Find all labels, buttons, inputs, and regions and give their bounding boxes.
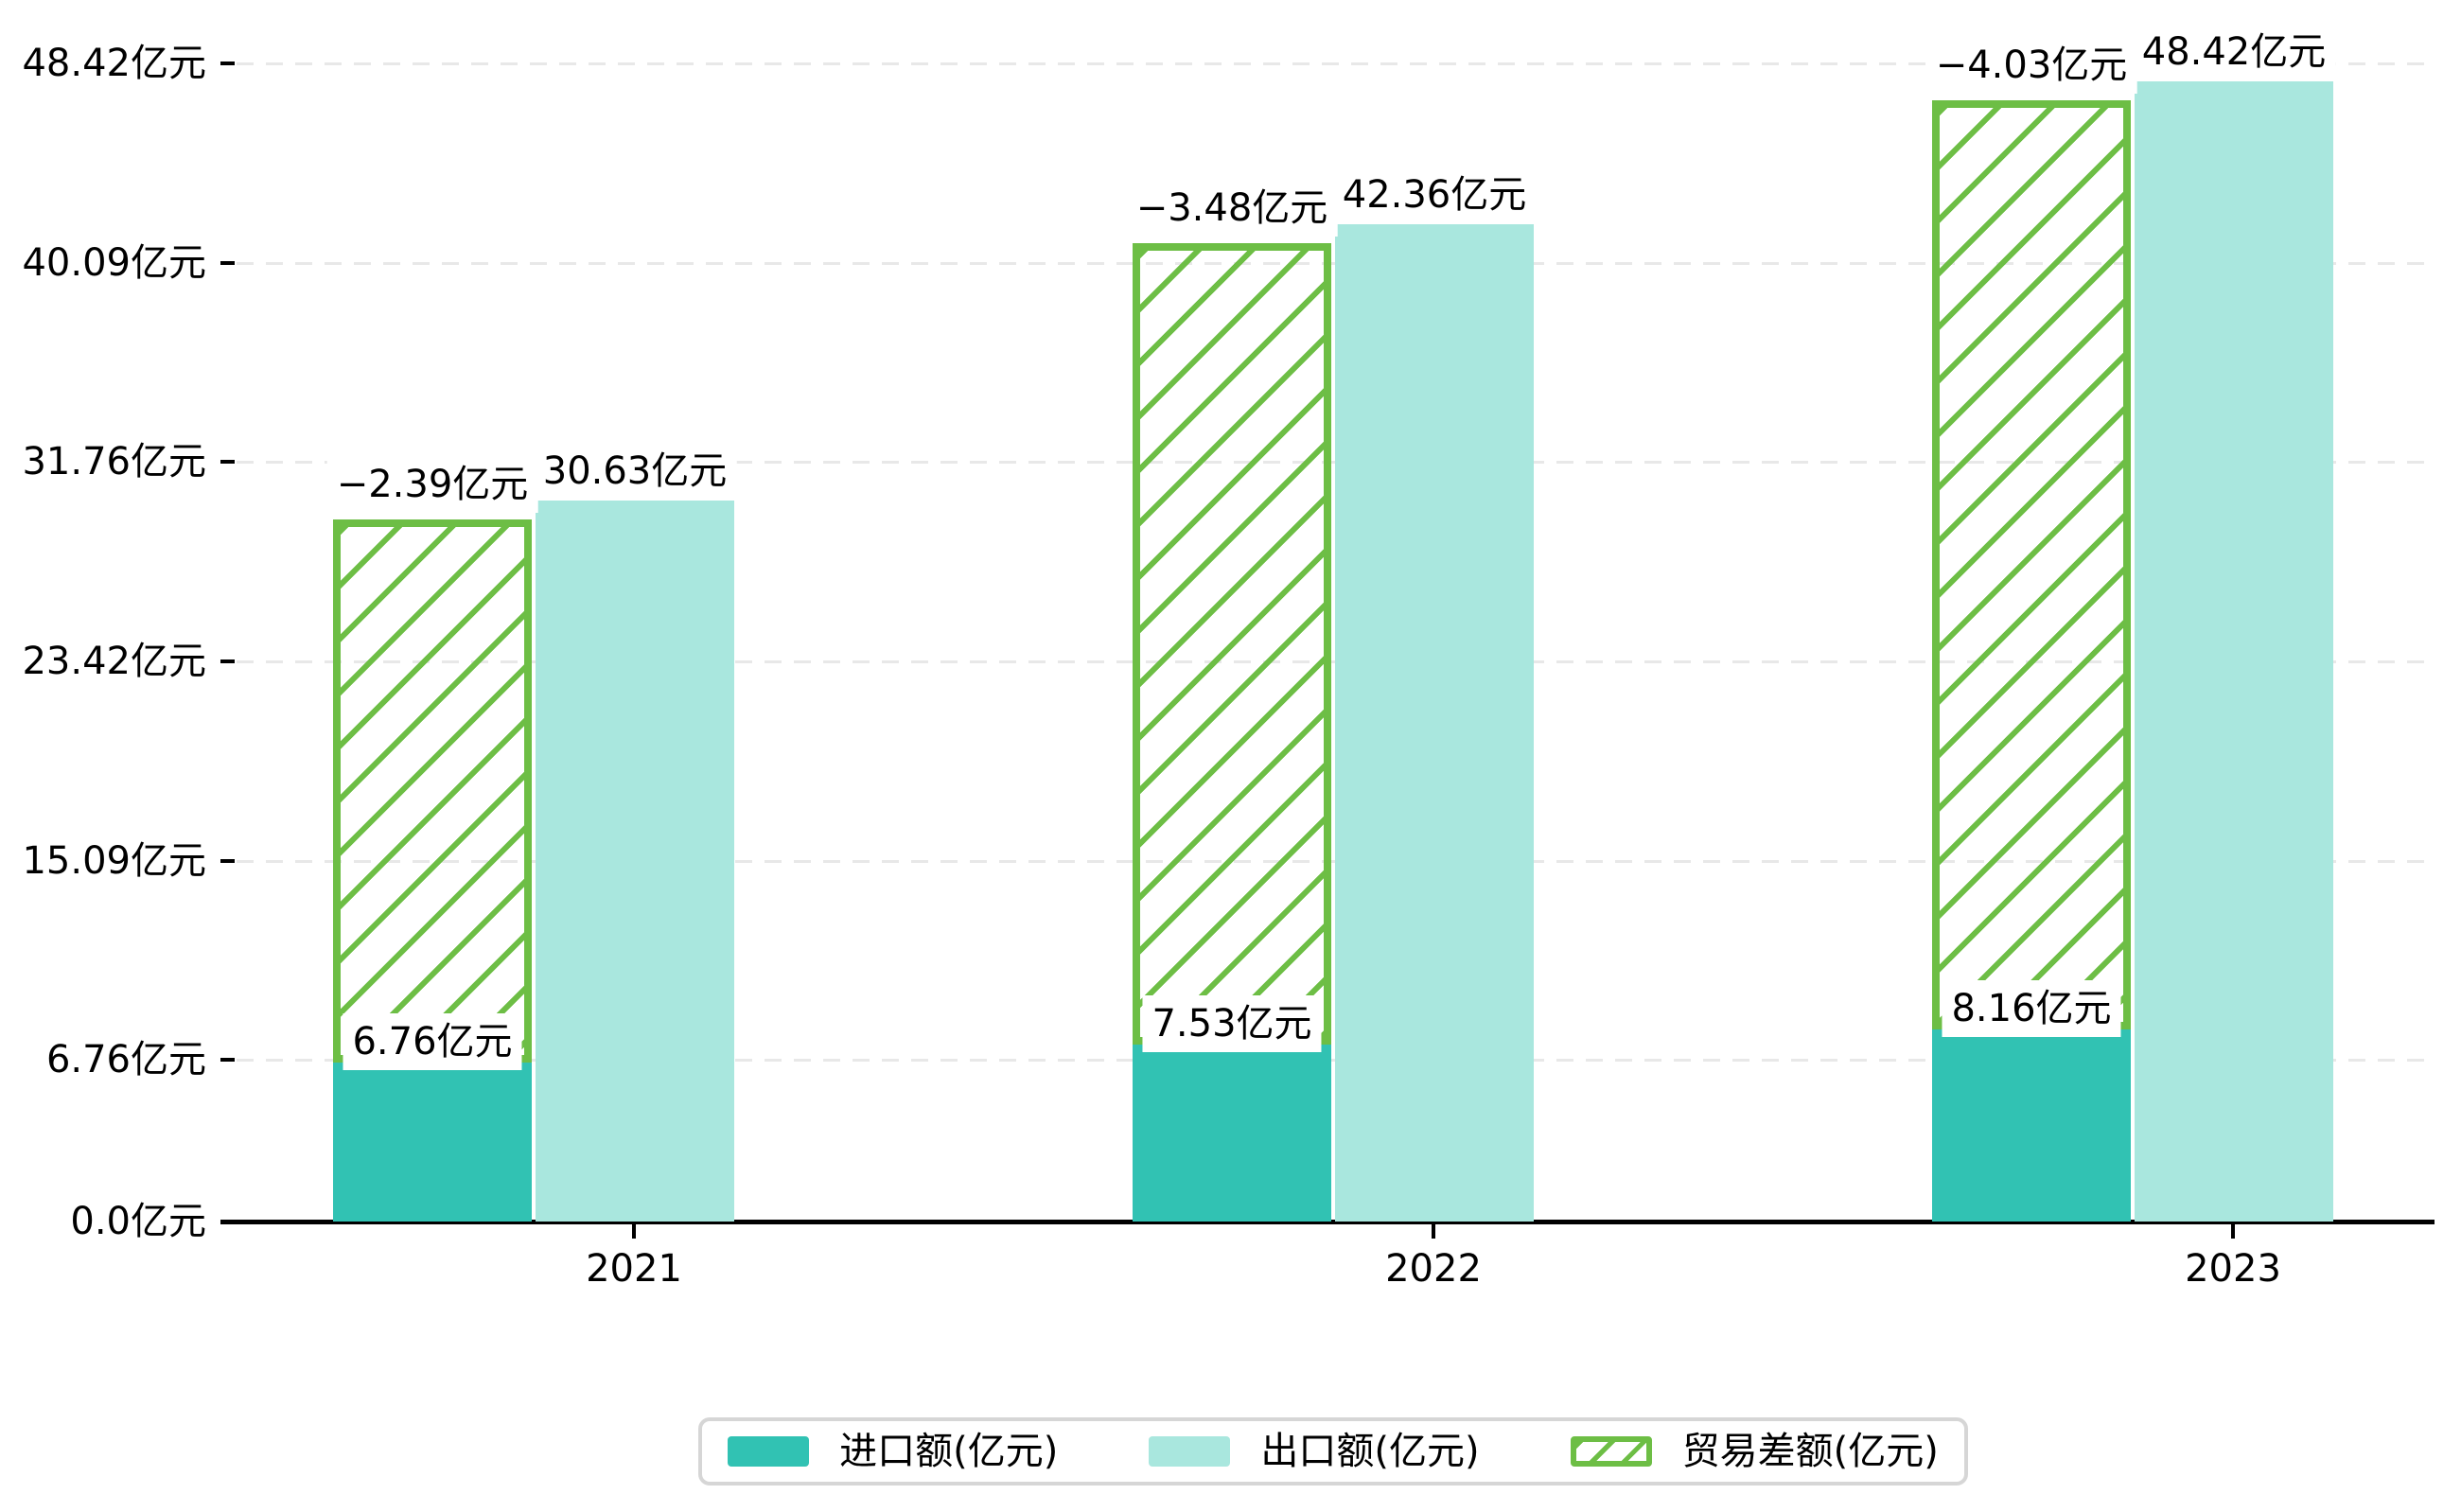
x-category-label: 2022 — [1385, 1247, 1482, 1291]
x-axis-line — [220, 1220, 2435, 1224]
data-label-export-2021: 30.63亿元 — [533, 443, 737, 500]
x-category-label: 2021 — [586, 1247, 682, 1291]
chart-legend: 进口额(亿元) 出口额(亿元) 贸易差额(亿元) — [698, 1417, 1968, 1486]
bar-export-2023[interactable] — [2135, 81, 2333, 1222]
bar-export-2021[interactable] — [536, 501, 734, 1222]
y-axis-tick-label: 23.42亿元 — [22, 640, 206, 683]
legend-item-balance[interactable]: 贸易差额(亿元) — [1570, 1429, 1939, 1474]
y-tick-mark — [220, 659, 235, 663]
gridline-48.42亿元 — [237, 62, 2434, 65]
y-tick-mark — [220, 261, 235, 265]
x-tick-mark — [2231, 1224, 2235, 1239]
data-label-balance-2023: −4.03亿元 — [1925, 37, 2137, 94]
data-label-balance-2022: −3.48亿元 — [1126, 180, 1338, 237]
x-tick-mark — [632, 1224, 636, 1239]
bar-trade-balance-2022[interactable] — [1133, 243, 1331, 1045]
legend-item-import[interactable]: 进口额(亿元) — [728, 1429, 1058, 1474]
y-tick-mark — [220, 1058, 235, 1062]
data-label-balance-2021: −2.39亿元 — [326, 456, 538, 513]
y-axis-tick-label: 6.76亿元 — [45, 1038, 206, 1081]
bar-import-2021[interactable] — [333, 1063, 532, 1222]
legend-label-export: 出口额(亿元) — [1260, 1430, 1480, 1473]
bar-trade-balance-2021[interactable] — [333, 519, 532, 1063]
y-tick-mark — [220, 460, 235, 464]
legend-item-export[interactable]: 出口额(亿元) — [1149, 1429, 1480, 1474]
y-axis-tick-label: 48.42亿元 — [22, 42, 206, 85]
data-label-import-2022: 7.53亿元 — [1142, 995, 1322, 1052]
legend-label-balance: 贸易差额(亿元) — [1681, 1430, 1939, 1473]
y-axis-tick-label: 31.76亿元 — [22, 440, 206, 483]
data-label-export-2023: 48.42亿元 — [2132, 24, 2336, 80]
legend-swatch-balance-icon — [1570, 1436, 1652, 1467]
data-label-import-2023: 8.16亿元 — [1942, 980, 2121, 1037]
data-label-export-2022: 42.36亿元 — [1332, 167, 1537, 223]
y-axis-tick-label: 15.09亿元 — [22, 839, 206, 883]
y-axis-tick-label: 40.09亿元 — [22, 241, 206, 285]
legend-swatch-import-icon — [728, 1436, 810, 1467]
x-tick-mark — [1432, 1224, 1435, 1239]
x-category-label: 2023 — [2185, 1247, 2281, 1291]
legend-label-import: 进口额(亿元) — [839, 1430, 1059, 1473]
y-axis-tick-label: 0.0亿元 — [70, 1200, 206, 1243]
bar-import-2022[interactable] — [1133, 1045, 1331, 1222]
bar-export-2022[interactable] — [1335, 224, 1534, 1222]
legend-swatch-export-icon — [1149, 1436, 1231, 1467]
y-tick-mark — [220, 62, 235, 65]
y-tick-mark — [220, 859, 235, 863]
bar-import-2023[interactable] — [1932, 1029, 2131, 1222]
data-label-import-2021: 6.76亿元 — [343, 1013, 522, 1070]
bar-trade-balance-2023[interactable] — [1932, 100, 2131, 1029]
